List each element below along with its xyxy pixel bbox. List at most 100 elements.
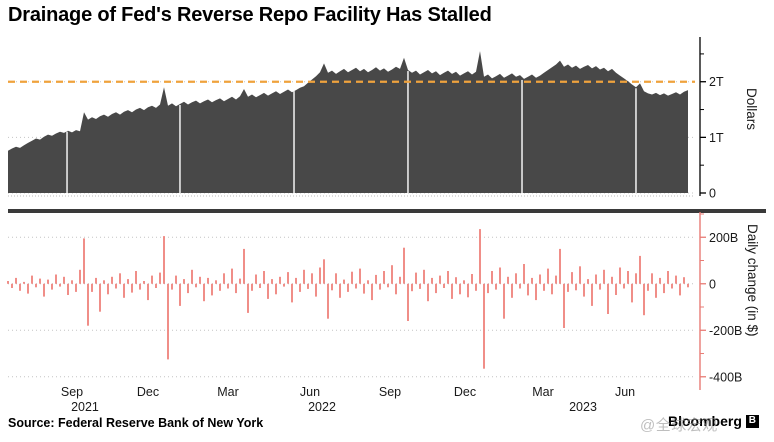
daily-change-bar: [443, 283, 445, 288]
daily-change-bar: [39, 278, 41, 284]
x-tick-label: Jun: [614, 385, 636, 399]
daily-change-bar: [363, 283, 365, 294]
y-tick-label: 0: [709, 277, 716, 291]
daily-change-bar: [227, 283, 229, 289]
daily-change-bar: [667, 271, 669, 284]
daily-change-bar: [619, 267, 621, 284]
y-tick-label: -400B: [709, 370, 742, 384]
daily-change-bar: [359, 268, 361, 284]
x-tick-label: Sep: [378, 385, 402, 399]
daily-change-bar: [535, 283, 537, 301]
daily-change-bar: [471, 274, 473, 284]
daily-change-bar: [307, 283, 309, 289]
daily-change-bar: [507, 276, 509, 284]
panel-separator: [8, 209, 766, 213]
daily-change-bar: [347, 283, 349, 292]
bloomberg-attribution: Bloomberg B: [668, 413, 759, 429]
daily-change-bar: [71, 280, 73, 284]
daily-change-bar: [339, 283, 341, 298]
x-year-label: 2023: [569, 400, 597, 414]
daily-change-bar: [155, 283, 157, 288]
daily-change-bar: [511, 283, 513, 298]
daily-change-bar: [571, 272, 573, 284]
daily-change-bar: [683, 277, 685, 284]
chart-title: Drainage of Fed's Reverse Repo Facility …: [8, 4, 492, 26]
daily-change-bar: [407, 283, 409, 321]
daily-change-bar: [479, 229, 481, 284]
daily-change-bar: [627, 271, 629, 284]
daily-change-bar: [263, 271, 265, 284]
daily-change-bar: [231, 268, 233, 284]
daily-change-bar: [111, 276, 113, 284]
daily-change-bar: [131, 283, 133, 293]
bloomberg-logo-icon: B: [745, 414, 759, 428]
daily-change-bar: [523, 264, 525, 284]
x-tick-label: Mar: [217, 385, 239, 399]
daily-change-bar: [355, 283, 357, 289]
daily-change-bar: [527, 283, 529, 296]
x-axis-labels: Sep Dec Mar Jun Sep Dec Mar Jun 2021 2022 2023: [0, 385, 774, 421]
daily-change-bar: [587, 279, 589, 284]
daily-change-bar: [375, 274, 377, 284]
daily-change-bar: [287, 272, 289, 284]
daily-change-bar: [343, 279, 345, 284]
daily-change-bar: [271, 279, 273, 284]
daily-change-bar: [215, 280, 217, 284]
daily-change-bar: [371, 283, 373, 301]
daily-change-bar: [575, 283, 577, 291]
daily-change-bar: [335, 273, 337, 284]
daily-change-bar: [415, 272, 417, 284]
daily-change-bar: [11, 283, 13, 288]
daily-change-bar: [203, 283, 205, 302]
daily-change-bar: [119, 273, 121, 284]
rrp-balance-area: [8, 51, 688, 193]
x-tick-label: Mar: [532, 385, 554, 399]
daily-change-bar: [647, 283, 649, 291]
daily-change-bar: [603, 269, 605, 284]
daily-change-bar: [595, 274, 597, 284]
daily-change-bar: [299, 283, 301, 292]
x-tick-label: Jun: [299, 385, 321, 399]
daily-change-bar: [515, 273, 517, 284]
daily-change-bar: [387, 283, 389, 288]
daily-change-bar: [79, 269, 81, 284]
bottom-y-axis-title: Daily change (in $): [745, 224, 760, 337]
daily-change-bar: [635, 273, 637, 284]
top-y-axis-title: Dollars: [744, 88, 759, 131]
daily-change-bar: [367, 280, 369, 284]
daily-change-bar: [391, 265, 393, 284]
daily-change-bar: [311, 273, 313, 284]
daily-change-bar: [239, 278, 241, 284]
daily-change-bar: [427, 283, 429, 302]
daily-change-bar: [223, 273, 225, 284]
y-tick-label: 200B: [709, 231, 738, 245]
daily-change-bar: [519, 283, 521, 289]
daily-change-bar: [171, 283, 173, 290]
daily-change-bar: [107, 283, 109, 295]
daily-change-bar: [243, 248, 245, 284]
daily-change-bar: [195, 283, 197, 288]
daily-change-bar: [159, 272, 161, 284]
daily-change-bar: [267, 283, 269, 299]
daily-change-bar: [499, 267, 501, 284]
daily-change-bar: [579, 266, 581, 284]
source-note: Source: Federal Reserve Bank of New York: [8, 416, 264, 430]
daily-change-bar: [451, 283, 453, 299]
daily-change-bar: [671, 283, 673, 289]
daily-change-bar: [483, 283, 485, 369]
daily-change-bar: [211, 283, 213, 296]
daily-change-bar: [31, 275, 33, 284]
daily-change-bar: [179, 283, 181, 306]
daily-change-bar: [687, 283, 689, 288]
daily-change-bar: [399, 276, 401, 284]
daily-change-bar: [539, 274, 541, 284]
daily-change-bar: [419, 283, 421, 289]
daily-change-bar: [315, 283, 317, 297]
daily-change-bar: [559, 248, 561, 284]
x-tick-label: Sep: [60, 385, 84, 399]
daily-change-bar: [491, 271, 493, 284]
daily-change-bar: [431, 277, 433, 284]
daily-change-bar: [503, 283, 505, 319]
daily-change-bar: [143, 281, 145, 284]
